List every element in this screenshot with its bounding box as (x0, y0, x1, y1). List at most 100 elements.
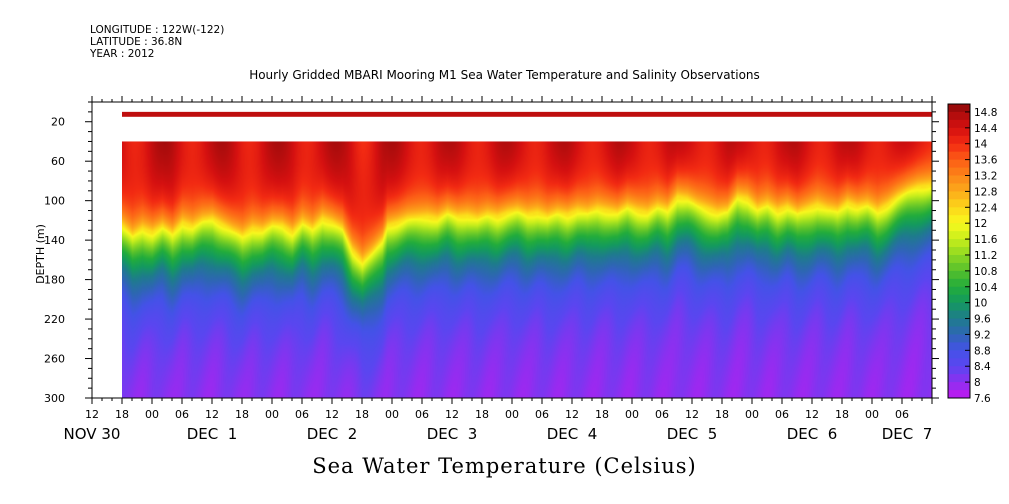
chart-title: Hourly Gridded MBARI Mooring M1 Sea Wate… (249, 68, 760, 82)
x-tick-label: 18 (115, 408, 129, 421)
x-tick-label: 00 (385, 408, 399, 421)
colorbar-label: 14.4 (974, 123, 998, 135)
date-label: DEC 3 (427, 425, 478, 443)
colorbar-cell (948, 143, 970, 153)
colorbar-label: 12.8 (974, 186, 997, 198)
colorbar-cell (948, 326, 970, 335)
colorbar-cell (948, 358, 970, 367)
date-label: DEC 7 (882, 425, 933, 443)
colorbar-cell (948, 167, 970, 177)
colorbar-cell (948, 278, 970, 288)
colorbar-label: 14 (974, 139, 988, 151)
x-tick-label: 06 (175, 408, 189, 421)
colorbar-label: 14.8 (974, 107, 997, 119)
colorbar-label: 9.2 (974, 329, 991, 341)
colorbar-cell (948, 127, 970, 137)
colorbar-cell (948, 104, 970, 113)
colorbar-cell (948, 374, 970, 383)
colorbar-label: 8.4 (974, 361, 991, 373)
colorbar-label: 8.8 (974, 345, 991, 357)
colorbar-cell (948, 135, 970, 145)
colorbar-cell (948, 175, 970, 184)
surface-band (122, 111, 932, 117)
x-tick-label: 06 (535, 408, 549, 421)
x-tick-label: 18 (835, 408, 849, 421)
colorbar-cell (948, 366, 970, 375)
colorbar: 14.8 14.4 14 13.6 13.2 12.8 12.4 12 11.6 11.2 10.8… (947, 103, 998, 405)
x-tick-label: 00 (745, 408, 759, 421)
colorbar-cell (948, 223, 970, 232)
date-label: DEC 2 (307, 425, 358, 443)
x-tick-label: 00 (625, 408, 639, 421)
x-tick-label: 18 (475, 408, 489, 421)
y-axis: 20 60 100 140 180 220 260 300 (44, 101, 939, 405)
colorbar-label: 10 (974, 298, 987, 310)
variable-title: Sea Water Temperature (Celsius) (312, 454, 697, 478)
colorbar-cell (948, 294, 970, 304)
y-tick-label: 220 (44, 313, 65, 326)
colorbar-cell (948, 199, 970, 208)
x-tick-label: 00 (505, 408, 519, 421)
y-tick-label: 20 (51, 116, 65, 129)
plot-area (122, 111, 932, 399)
colorbar-cell (948, 231, 970, 240)
colorbar-cell (948, 286, 970, 296)
colorbar-label: 11.6 (974, 234, 998, 246)
x-axis: 12 18 00 06 12 18 00 06 12 18 00 06 12 18 00 06 12 18 00 06… (64, 96, 933, 443)
colorbar-cell (948, 382, 970, 391)
colorbar-cell (948, 215, 970, 224)
x-tick-label: 18 (235, 408, 249, 421)
colorbar-cell (948, 207, 970, 216)
colorbar-cell (948, 119, 970, 129)
x-tick-label: 12 (85, 408, 99, 421)
colorbar-label: 11.2 (974, 250, 997, 262)
temperature-field (122, 141, 932, 399)
colorbar-label: 12.4 (974, 202, 998, 214)
x-tick-label: 12 (205, 408, 219, 421)
x-tick-label: 18 (355, 408, 369, 421)
y-axis-label: DEPTH (m) (34, 224, 47, 284)
x-tick-label: 06 (775, 408, 789, 421)
x-tick-label: 00 (865, 408, 879, 421)
x-tick-label: 12 (685, 408, 699, 421)
colorbar-label: 8 (974, 377, 981, 389)
x-tick-label: 12 (445, 408, 459, 421)
colorbar-cell (948, 302, 970, 312)
colorbar-cell (948, 191, 970, 200)
colorbar-cell (948, 151, 970, 161)
date-label: DEC 1 (187, 425, 238, 443)
x-tick-label: 06 (895, 408, 909, 421)
colorbar-label: 7.6 (974, 393, 991, 405)
y-tick-label: 100 (44, 195, 65, 208)
y-tick-label: 60 (51, 155, 65, 168)
date-label: DEC 4 (547, 425, 598, 443)
x-tick-label: 00 (265, 408, 279, 421)
x-tick-label: 12 (805, 408, 819, 421)
colorbar-cell (948, 342, 970, 351)
longitude-label: LONGITUDE : 122W(-122) (90, 24, 225, 36)
latitude-label: LATITUDE : 36.8N (90, 36, 183, 48)
x-tick-label: 18 (595, 408, 609, 421)
colorbar-cell (948, 183, 970, 192)
colorbar-cell (948, 350, 970, 359)
x-tick-label: 06 (655, 408, 669, 421)
colorbar-cell (948, 111, 970, 121)
colorbar-cell (948, 270, 970, 280)
x-tick-label: 18 (715, 408, 729, 421)
colorbar-cell (948, 390, 970, 399)
colorbar-cell (948, 310, 970, 320)
colorbar-cell (948, 247, 970, 256)
colorbar-cell (948, 334, 970, 343)
x-tick-label: 12 (565, 408, 579, 421)
colorbar-label: 10.8 (974, 266, 997, 278)
colorbar-label: 9.6 (974, 314, 991, 326)
y-tick-label: 180 (44, 274, 65, 287)
x-tick-label: 00 (145, 408, 159, 421)
year-label: YEAR : 2012 (90, 48, 155, 60)
y-tick-label: 140 (44, 234, 65, 247)
colorbar-label: 13.2 (974, 171, 997, 183)
x-tick-label: 06 (415, 408, 429, 421)
colorbar-cell (948, 239, 970, 248)
colorbar-label: 10.4 (974, 282, 998, 294)
